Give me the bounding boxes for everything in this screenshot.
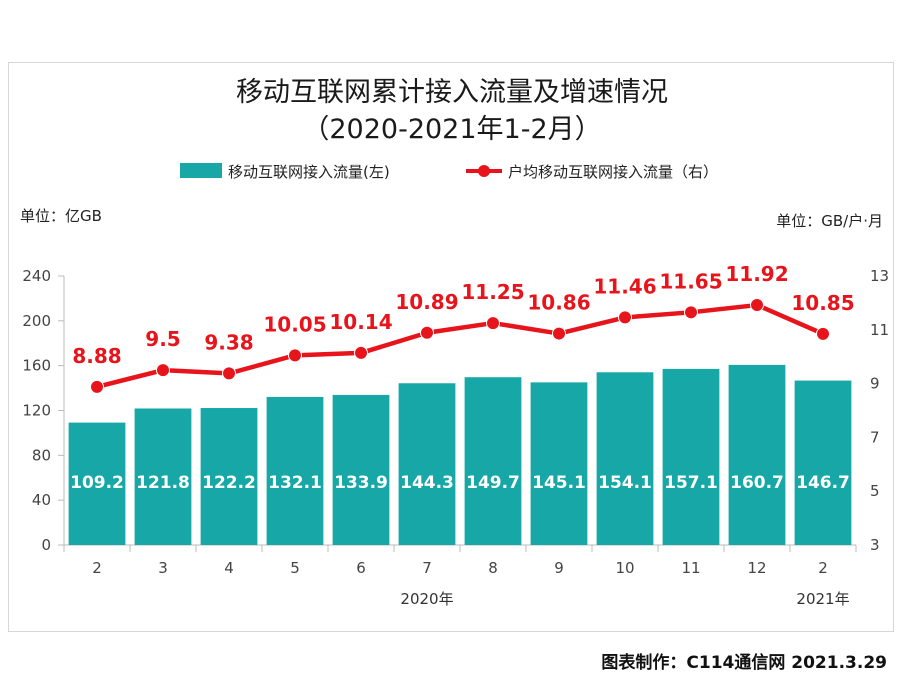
y-left-tick-label: 160 (22, 357, 51, 375)
line-value-label: 11.25 (461, 280, 524, 304)
line-value-label: 11.46 (593, 274, 656, 298)
bar (794, 380, 852, 545)
line-value-label: 9.38 (204, 330, 253, 354)
legend-line-label: 户均移动互联网接入流量（右） (508, 163, 718, 181)
y-right-tick-label: 11 (870, 321, 889, 339)
x-tick-label: 12 (747, 559, 766, 577)
line-series (96, 302, 824, 390)
year-label: 2020年 (400, 590, 453, 608)
line-point (618, 310, 632, 325)
line-point (156, 363, 170, 378)
bar-value-label: 145.1 (532, 473, 586, 493)
y-right-tick-label: 7 (870, 428, 880, 446)
bar (266, 396, 324, 545)
bar (662, 368, 720, 545)
bar (728, 364, 786, 545)
bar (68, 422, 126, 545)
y-left-tick-label: 240 (22, 267, 51, 285)
line-value-label: 10.89 (395, 290, 458, 314)
x-tick-label: 7 (422, 559, 432, 577)
bar (464, 377, 522, 545)
x-tick-label: 4 (224, 559, 234, 577)
bar (398, 383, 456, 545)
line-value-label: 8.88 (72, 344, 121, 368)
y-left-tick-label: 40 (32, 491, 51, 509)
y-right-tick-label: 5 (870, 482, 880, 500)
y-right-tick-label: 3 (870, 536, 880, 554)
x-tick-label: 2 (818, 559, 828, 577)
line-point (90, 379, 104, 394)
bar-value-label: 122.2 (202, 473, 256, 493)
x-tick-label: 9 (554, 559, 564, 577)
bar-value-label: 144.3 (400, 473, 454, 493)
line-value-label: 10.14 (329, 310, 392, 334)
bar (200, 408, 258, 545)
x-tick-label: 3 (158, 559, 168, 577)
chart-title: 移动互联网累计接入流量及增速情况 (236, 77, 668, 108)
line-point (750, 298, 764, 313)
bar (332, 394, 390, 545)
x-tick-label: 8 (488, 559, 498, 577)
chart-subtitle: （2020-2021年1-2月） (302, 114, 601, 145)
line-point (552, 326, 566, 341)
line-value-label: 9.5 (145, 327, 180, 351)
line-value-label: 11.92 (725, 262, 788, 286)
x-tick-label: 5 (290, 559, 300, 577)
bar-value-label: 149.7 (466, 473, 520, 493)
line-point (420, 325, 434, 340)
y-right-tick-label: 13 (870, 267, 889, 285)
line-point (222, 366, 236, 381)
line-value-label: 10.85 (791, 291, 854, 315)
x-tick-label: 2 (92, 559, 102, 577)
bar-value-label: 109.2 (70, 473, 124, 493)
line-point (486, 316, 500, 331)
y-left-tick-label: 0 (41, 536, 51, 554)
line-point (684, 305, 698, 320)
bar (530, 382, 588, 545)
line-point (354, 345, 368, 360)
bar-value-label: 133.9 (334, 473, 388, 493)
bar (596, 372, 654, 545)
right-axis-unit: 单位：GB/户·月 (776, 212, 883, 230)
bar-value-label: 154.1 (598, 473, 652, 493)
year-label: 2021年 (796, 590, 849, 608)
bar-value-label: 146.7 (796, 473, 850, 493)
x-tick-label: 10 (615, 559, 634, 577)
bar-value-label: 121.8 (136, 473, 190, 493)
y-right-tick-label: 9 (870, 375, 880, 393)
line-value-label: 11.65 (659, 269, 722, 293)
legend-bar-swatch (180, 163, 222, 178)
left-axis-unit: 单位：亿GB (20, 207, 102, 225)
y-left-tick-label: 80 (32, 446, 51, 464)
x-tick-label: 6 (356, 559, 366, 577)
bar (134, 408, 192, 545)
bar-value-label: 132.1 (268, 473, 322, 493)
x-tick-label: 11 (681, 559, 700, 577)
chart-credit: 图表制作：C114通信网 2021.3.29 (601, 652, 887, 673)
bar-value-label: 160.7 (730, 473, 784, 493)
line-point (288, 348, 302, 363)
y-left-tick-label: 200 (22, 312, 51, 330)
bar-value-label: 157.1 (664, 473, 718, 493)
line-value-label: 10.86 (527, 291, 590, 315)
legend-bar-label: 移动互联网接入流量(左) (228, 163, 390, 181)
line-value-label: 10.05 (263, 312, 326, 336)
legend-line-marker (478, 165, 490, 177)
line-point (816, 326, 830, 341)
y-left-tick-label: 120 (22, 402, 51, 420)
